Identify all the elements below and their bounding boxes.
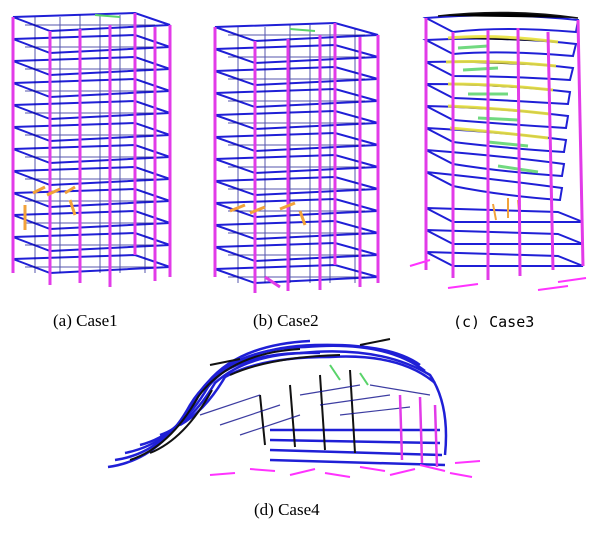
model-case2 xyxy=(213,21,380,293)
caption-case3: (c) Case3 xyxy=(453,313,535,331)
model-case4 xyxy=(107,338,481,478)
caption-case4: (d) Case4 xyxy=(254,500,320,519)
frame-case1 xyxy=(11,11,172,287)
model-case1 xyxy=(11,11,172,287)
model-case3 xyxy=(409,11,587,291)
caption-case2: (b) Case2 xyxy=(253,311,319,330)
caption-case1: (a) Case1 xyxy=(53,311,118,330)
frame-case4-collapsed xyxy=(107,338,481,478)
frame-case2 xyxy=(213,21,380,293)
frame-case3 xyxy=(409,11,587,291)
